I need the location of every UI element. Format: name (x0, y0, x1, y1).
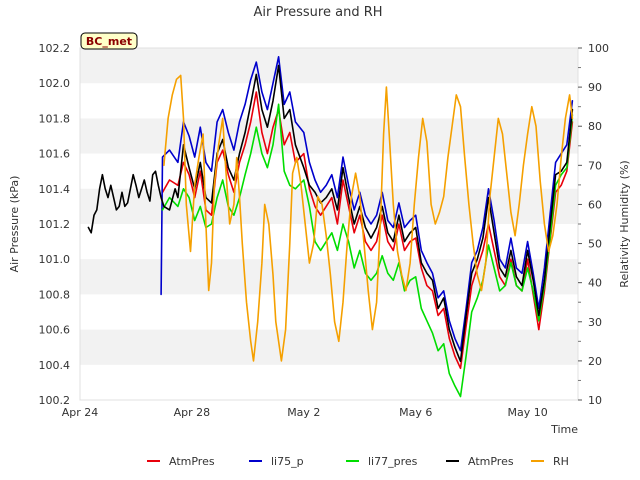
y-axis-ticks: 100.2 100.4 100.6 100.8 101.0 101.2 101.4 101.6… (39, 42, 71, 407)
grid-band (80, 329, 578, 365)
y2-tick-label: 80 (588, 120, 602, 133)
legend-label: li77_pres (368, 455, 418, 468)
y2-tick-label: 10 (588, 394, 602, 407)
x-axis-ticks: Apr 24 Apr 28 May 2 May 6 May 10 (62, 406, 548, 419)
legend-label: AtmPres (169, 455, 215, 468)
x-tick-label: May 2 (287, 406, 320, 419)
series-lines (87, 56, 574, 398)
y2-axis-label: Relativity Humidity (%) (618, 160, 631, 287)
station-badge: BC_met (80, 32, 138, 50)
y-tick-label: 101.2 (39, 218, 71, 231)
y2-tick-label: 60 (588, 198, 602, 211)
y2-tick-label: 90 (588, 81, 602, 94)
grid-band (80, 48, 578, 84)
y2-tick-label: 70 (588, 159, 602, 172)
y-tick-label: 101.8 (39, 112, 71, 125)
y-tick-label: 101.4 (39, 183, 71, 196)
grid-bands (80, 48, 578, 365)
y2-tick-label: 50 (588, 238, 602, 251)
y-tick-label: 100.8 (39, 288, 71, 301)
y2-tick-label: 30 (588, 316, 602, 329)
y-tick-label: 101.6 (39, 148, 71, 161)
y2-tick-label: 100 (588, 42, 609, 55)
y2-tick-label: 40 (588, 277, 602, 290)
y2-axis-ticks: 10 20 30 40 50 60 70 80 90 100 (578, 42, 609, 407)
y-tick-label: 101.0 (39, 253, 71, 266)
x-tick-label: May 6 (399, 406, 432, 419)
y2-tick-label: 20 (588, 355, 602, 368)
y-tick-label: 100.6 (39, 324, 71, 337)
x-tick-label: Apr 24 (62, 406, 99, 419)
series-line-li77-pres-2 (161, 103, 574, 398)
series-line-li75-p-1 (160, 56, 574, 352)
y-axis-label: Air Pressure (kPa) (8, 176, 21, 273)
station-badge-text: BC_met (86, 35, 132, 48)
legend-label: AtmPres (468, 455, 514, 468)
x-tick-label: Apr 28 (174, 406, 211, 419)
x-axis-label: Time (550, 423, 578, 436)
y-tick-label: 102.2 (39, 42, 71, 55)
y-tick-label: 100.4 (39, 359, 71, 372)
x-tick-label: May 10 (508, 406, 548, 419)
chart-title: Air Pressure and RH (253, 5, 382, 20)
legend: AtmPres li75_p li77_pres AtmPres RH (147, 455, 569, 468)
legend-label: li75_p (271, 455, 304, 468)
station-badge-box (80, 32, 138, 50)
y-tick-label: 100.2 (39, 394, 71, 407)
series-line-rh-4 (163, 74, 574, 362)
y-tick-label: 102.0 (39, 77, 71, 90)
series-line-atmpres-3 (87, 64, 574, 363)
legend-label: RH (553, 455, 569, 468)
